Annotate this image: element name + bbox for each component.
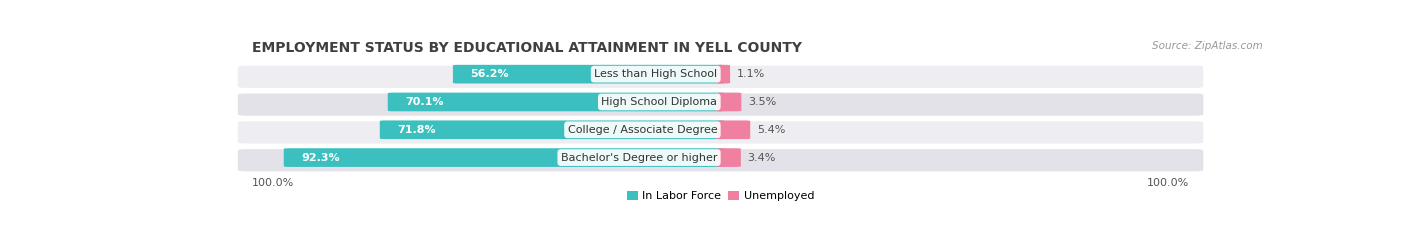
Text: 3.4%: 3.4% <box>748 153 776 163</box>
Text: College / Associate Degree: College / Associate Degree <box>568 125 717 135</box>
Text: 92.3%: 92.3% <box>301 153 340 163</box>
Text: EMPLOYMENT STATUS BY EDUCATIONAL ATTAINMENT IN YELL COUNTY: EMPLOYMENT STATUS BY EDUCATIONAL ATTAINM… <box>252 41 801 55</box>
FancyBboxPatch shape <box>238 66 1204 88</box>
Text: 100.0%: 100.0% <box>252 178 294 188</box>
FancyBboxPatch shape <box>284 148 725 167</box>
FancyBboxPatch shape <box>238 149 1204 171</box>
Text: Source: ZipAtlas.com: Source: ZipAtlas.com <box>1153 41 1263 51</box>
FancyBboxPatch shape <box>716 120 751 139</box>
Text: Less than High School: Less than High School <box>595 69 717 79</box>
Legend: In Labor Force, Unemployed: In Labor Force, Unemployed <box>623 186 818 206</box>
Text: Bachelor's Degree or higher: Bachelor's Degree or higher <box>561 153 717 163</box>
Text: 1.1%: 1.1% <box>737 69 765 79</box>
Text: 5.4%: 5.4% <box>756 125 785 135</box>
FancyBboxPatch shape <box>453 65 725 83</box>
Text: 71.8%: 71.8% <box>398 125 436 135</box>
FancyBboxPatch shape <box>716 148 741 167</box>
Text: 70.1%: 70.1% <box>405 97 444 107</box>
Text: 56.2%: 56.2% <box>471 69 509 79</box>
FancyBboxPatch shape <box>238 121 1204 144</box>
Text: 3.5%: 3.5% <box>748 97 776 107</box>
Text: High School Diploma: High School Diploma <box>602 97 717 107</box>
FancyBboxPatch shape <box>716 65 730 83</box>
FancyBboxPatch shape <box>716 93 741 111</box>
FancyBboxPatch shape <box>380 120 725 139</box>
FancyBboxPatch shape <box>388 93 725 111</box>
Text: 100.0%: 100.0% <box>1147 178 1189 188</box>
FancyBboxPatch shape <box>238 93 1204 116</box>
